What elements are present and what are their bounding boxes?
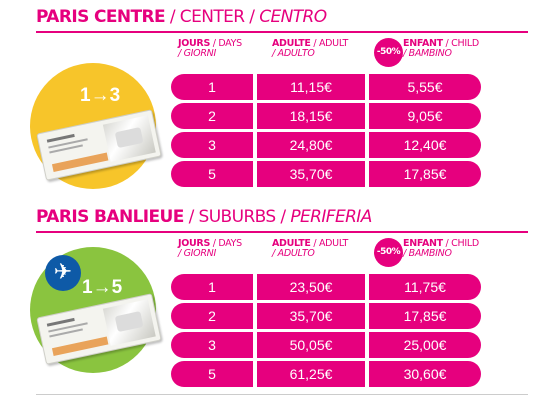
header-child-italic: / BAMBINO: [403, 248, 452, 259]
header-adult: ADULTE / ADULT / ADULTO: [272, 239, 348, 259]
cell-child-price: 5,55€: [369, 74, 481, 100]
discount-badge: -50%: [374, 238, 403, 267]
cell-adult-price: 24,80€: [257, 132, 365, 158]
header-days: JOURS / DAYS / GIORNI: [178, 39, 242, 59]
cell-child-price: 25,00€: [369, 332, 481, 358]
title-regular: / SUBURBS /: [183, 207, 291, 227]
cell-days: 1: [171, 74, 253, 100]
cell-adult-price: 23,50€: [257, 274, 365, 300]
header-days: JOURS / DAYS / GIORNI: [178, 239, 242, 259]
header-days-rest: / DAYS: [209, 238, 242, 249]
header-child-bold: ENFANT: [403, 38, 443, 49]
cell-days: 3: [171, 132, 253, 158]
header-days-italic: / GIORNI: [178, 248, 216, 259]
header-days-bold: JOURS: [178, 238, 210, 249]
cell-days: 5: [171, 361, 253, 387]
cell-days: 2: [171, 303, 253, 329]
cell-days: 2: [171, 103, 253, 129]
header-adult-italic: / ADULTO: [272, 48, 315, 59]
header-adult-rest: / ADULT: [310, 238, 349, 249]
cell-adult-price: 35,70€: [257, 303, 365, 329]
header-days-rest: / DAYS: [209, 38, 242, 49]
cell-child-price: 17,85€: [369, 161, 481, 187]
title-italic: PERIFERIA: [290, 207, 372, 227]
discount-badge: -50%: [374, 38, 403, 67]
title-bold: PARIS BANLIEUE: [36, 207, 184, 227]
cell-days: 3: [171, 332, 253, 358]
zone-label: 1→3: [80, 85, 121, 106]
cell-days: 5: [171, 161, 253, 187]
header-adult-bold: ADULTE: [272, 238, 311, 249]
header-days-bold: JOURS: [178, 38, 210, 49]
title-regular: / CENTER /: [165, 7, 260, 27]
ticket-icon: [36, 109, 162, 181]
header-adult-bold: ADULTE: [272, 38, 311, 49]
section-title: PARIS CENTRE / CENTER / CENTRO: [36, 7, 327, 27]
bottom-divider: [36, 394, 528, 395]
header-adult: ADULTE / ADULT / ADULTO: [272, 39, 348, 59]
title-divider: [36, 31, 528, 33]
title-bold: PARIS CENTRE: [36, 7, 166, 27]
cell-adult-price: 11,15€: [257, 74, 365, 100]
zone-circle: 1→3: [30, 63, 162, 189]
header-child-bold: ENFANT: [403, 238, 443, 249]
title-italic: CENTRO: [259, 7, 327, 27]
title-divider: [36, 231, 528, 233]
cell-child-price: 12,40€: [369, 132, 481, 158]
header-child-rest: / CHILD: [442, 238, 480, 249]
cell-adult-price: 61,25€: [257, 361, 365, 387]
zone-label: 1→5: [82, 277, 123, 298]
header-child: ENFANT / CHILD / BAMBINO: [403, 39, 479, 59]
cell-child-price: 30,60€: [369, 361, 481, 387]
cell-days: 1: [171, 274, 253, 300]
cell-child-price: 9,05€: [369, 103, 481, 129]
header-adult-rest: / ADULT: [310, 38, 349, 49]
cell-adult-price: 35,70€: [257, 161, 365, 187]
header-child: ENFANT / CHILD / BAMBINO: [403, 239, 479, 259]
cell-adult-price: 18,15€: [257, 103, 365, 129]
cell-adult-price: 50,05€: [257, 332, 365, 358]
section-title: PARIS BANLIEUE / SUBURBS / PERIFERIA: [36, 207, 372, 227]
cell-child-price: 17,85€: [369, 303, 481, 329]
header-days-italic: / GIORNI: [178, 48, 216, 59]
cell-child-price: 11,75€: [369, 274, 481, 300]
plane-icon: ✈: [45, 255, 81, 291]
ticket-icon: [36, 293, 162, 365]
header-child-rest: / CHILD: [442, 38, 480, 49]
header-adult-italic: / ADULTO: [272, 248, 315, 259]
header-child-italic: / BAMBINO: [403, 48, 452, 59]
